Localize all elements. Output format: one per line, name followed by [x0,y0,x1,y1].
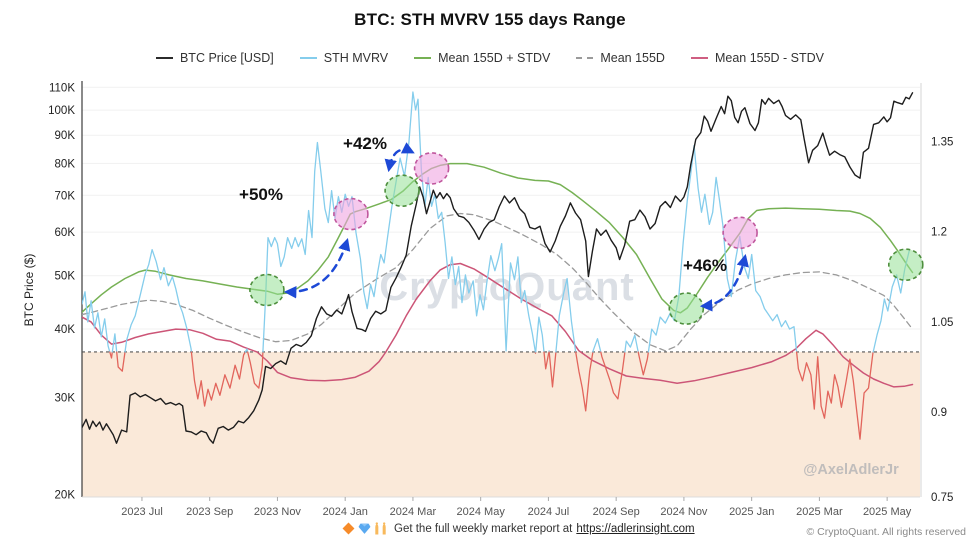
x-axis-tick-label: 2023 Jul [121,506,163,518]
x-axis-tick-label: 2024 Jul [528,506,570,518]
series-sth-mvrv-line [535,316,545,353]
x-axis-tick-label: 2025 Jan [729,506,774,518]
series-sth-mvrv-line [82,291,111,353]
x-axis-tick-label: 2025 May [863,506,912,518]
highlight-circle-green [668,292,705,325]
y-axis-title: BTC Price ($) [22,254,36,327]
x-axis-tick-label: 2024 May [457,506,506,518]
left-axis-tick-label: 30K [55,393,76,405]
series-sth-mvrv-below-threshold-line [575,351,594,412]
legend-label: Mean 155D - STDV [714,51,825,65]
series-sth-mvrv-line [647,144,798,353]
legend-item-mean-155d-stdv: Mean 155D - STDV [690,51,825,65]
series-mean155d-line [82,212,914,352]
promo-text: Get the full weekly market report at [394,522,573,535]
chart-title: BTC: STH MVRV 155 days Range [354,10,626,29]
series-layer [82,91,914,444]
annotation-label: +42% [343,134,387,153]
series-sth-mvrv-line [244,348,249,353]
highlight-circle-pink [413,152,450,185]
author-watermark: @AxelAdlerJr [803,462,899,478]
watermark-text: CryptoQuant [379,265,634,309]
series-sth-mvrv-below-threshold-line [795,351,874,440]
chart-legend: BTC Price [USD] STH MVRV Mean 155D + STDV M… [0,51,980,65]
right-axis-tick-label: 0.9 [931,407,947,419]
series-sth-mvrv-line [124,248,193,353]
x-axis-tick-label: 2025 Mar [796,506,843,518]
highlight-circle-green [249,273,285,307]
promo-link[interactable]: https://adlerinsight.com [576,522,695,535]
legend-label: Mean 155D [600,51,665,65]
blue-gem-icon [358,523,371,534]
series-btc-price-line [82,92,914,444]
footer-promo: Get the full weekly market report at htt… [342,522,695,535]
right-axis-tick-label: 1.05 [931,317,953,329]
series-sth-mvrv-below-threshold-line [109,351,113,359]
series-mean-plus-stdv-line [82,162,914,314]
series-sth-mvrv-line [872,250,910,353]
legend-swatch [299,57,317,59]
highlight-circle-green [887,248,924,282]
left-axis-tick-label: 100K [48,105,75,117]
x-axis-tick-label: 2024 Nov [660,506,708,518]
series-mean-minus-stdv-line [82,262,914,388]
series-sth-mvrv-line [624,334,639,353]
x-axis-tick-label: 2024 Jan [323,506,368,518]
legend-item-mean-155d-stdv: Mean 155D + STDV [414,51,550,65]
legend-item-mean-155d: Mean 155D [576,51,665,65]
below-threshold-shade [82,351,920,497]
x-axis-tick-label: 2024 Sep [593,506,640,518]
series-sth-mvrv-below-threshold-line [247,351,264,389]
footer-copyright: © CryptoQuant. All rights reserved [806,526,966,538]
left-axis-tick-label: 50K [55,271,76,283]
series-sth-mvrv-line [555,277,577,353]
left-axis-tick-label: 80K [55,158,76,170]
legend-swatch [576,57,594,59]
legend-item-sth-mvrv: STH MVRV [299,51,389,65]
series-sth-mvrv-below-threshold-line [548,351,557,388]
x-axis-tick-label: 2024 Mar [390,506,437,518]
series-sth-mvrv-below-threshold-line [543,351,550,370]
annotation-arrow [283,238,351,299]
legend-label: BTC Price [USD] [179,51,274,65]
left-axis-tick-label: 20K [55,490,76,502]
annotation-arrow [384,142,415,173]
annotation-label: +50% [239,185,283,204]
legend-item-btc-price-usd-: BTC Price [USD] [155,51,274,65]
annotation-label: +46% [683,256,727,275]
series-sth-mvrv-below-threshold-line [637,351,650,376]
highlight-circle-green [384,174,420,207]
x-axis-tick-label: 2023 Nov [254,506,302,518]
left-axis-tick-label: 70K [55,190,76,202]
left-axis-tick-label: 40K [55,324,76,336]
series-sth-mvrv-line [592,338,602,353]
series-sth-mvrv-line [111,333,118,353]
highlight-circle-pink [722,216,758,250]
promo-emoji-icons [342,522,387,535]
x-axis-tick-label: 2023 Sep [186,506,233,518]
orange-diamond-icon [342,522,355,535]
series-sth-mvrv-line [262,91,537,353]
series-sth-mvrv-below-threshold-line [190,351,246,407]
legend-swatch [414,57,432,59]
series-sth-mvrv-below-threshold-line [600,351,626,400]
legend-label: Mean 155D + STDV [438,51,551,65]
left-axis-tick-label: 90K [55,130,76,142]
series-sth-mvrv-below-threshold-line [116,351,126,372]
legend-swatch [690,57,708,59]
left-axis-tick-label: 110K [49,82,75,94]
legend-swatch [155,57,173,59]
right-axis-tick-label: 0.75 [931,492,953,504]
raised-hands-icon [375,522,386,535]
highlight-circle-pink [333,197,369,231]
left-axis-tick-label: 60K [55,227,76,239]
right-axis-tick-label: 1.2 [931,227,947,239]
annotation-arrow [699,253,749,312]
right-axis-tick-label: 1.35 [931,136,953,148]
legend-label: STH MVRV [323,51,389,65]
